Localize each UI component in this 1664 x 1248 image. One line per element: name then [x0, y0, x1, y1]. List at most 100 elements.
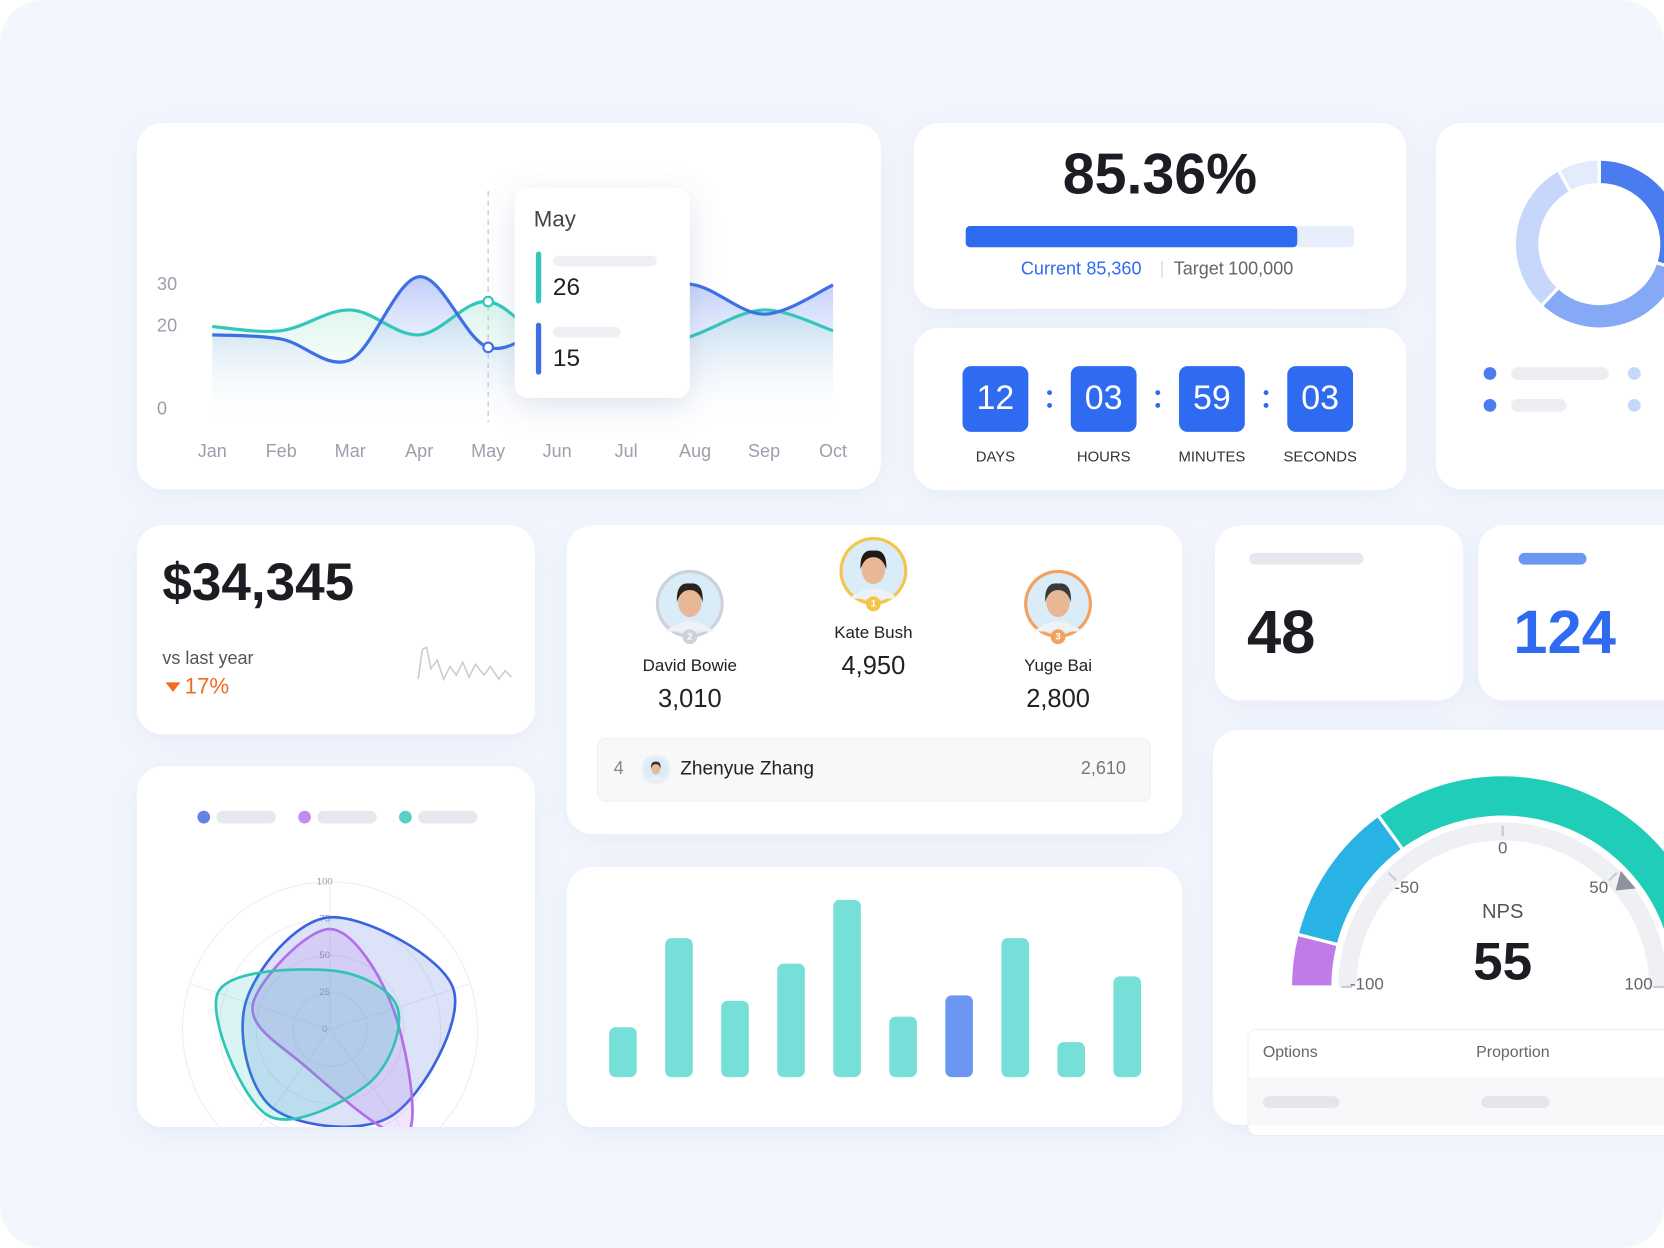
countdown-value: 03 [1301, 379, 1339, 417]
y-tick-label: 30 [157, 274, 177, 294]
options-table: Options Proportion [1247, 1028, 1664, 1137]
gauge-pointer [1615, 870, 1636, 891]
current-label: Current [1021, 258, 1081, 278]
row-rank: 4 [614, 758, 624, 778]
colon-dot [1263, 402, 1269, 408]
avatar-face [651, 763, 661, 775]
progress-fill [965, 226, 1298, 248]
line [212, 275, 834, 364]
player-name: David Bowie [643, 656, 737, 675]
spoke [329, 1029, 418, 1128]
avatar-hair [1045, 583, 1072, 603]
spoke [329, 983, 471, 1030]
placeholder-bar [1511, 367, 1609, 380]
avatar-hair [676, 583, 703, 603]
avatar-body [848, 588, 899, 599]
x-tick-label: Jan [198, 441, 227, 461]
trend-arrow [165, 682, 181, 692]
countdown-unit: SECONDS [1283, 449, 1357, 465]
progress: 85.36% Current 85,360 Target 100,000 [965, 142, 1355, 278]
rank: 1 [871, 598, 877, 609]
target-text: Target 100,000 [1174, 258, 1294, 278]
stat-value: 48 [1247, 598, 1315, 667]
y-tick-label: 0 [157, 398, 167, 418]
countdown-value: 03 [1085, 379, 1123, 417]
progress-card [913, 123, 1407, 309]
stat-card [1215, 525, 1464, 701]
placeholder-bar [1481, 1096, 1550, 1108]
comparison-label: vs last year [162, 648, 253, 668]
gauge-tick-label: -50 [1394, 878, 1419, 897]
legend-dot [1627, 367, 1641, 380]
gauge-tick [1387, 872, 1397, 882]
avatar-face [861, 554, 886, 585]
gauge-value: 55 [1473, 933, 1532, 992]
stat-card [1478, 525, 1664, 701]
current-text: Current 85,360 [1021, 258, 1142, 278]
legend-dot [1627, 399, 1641, 412]
revenue: $34,345 vs last year 17% [162, 553, 513, 699]
bar [1001, 938, 1029, 1078]
avatar-face [678, 587, 702, 618]
player-name: Yuge Bai [1024, 656, 1092, 675]
bar [889, 1016, 917, 1078]
placeholder-bar [317, 810, 377, 824]
gauge-card [1212, 730, 1664, 1125]
rank: 3 [1055, 631, 1060, 642]
player-name: Kate Bush [834, 623, 912, 642]
countdown-box [962, 366, 1029, 432]
placeholder-bar [552, 326, 621, 338]
legend-dot [1483, 367, 1497, 380]
table-header: Proportion [1476, 1044, 1549, 1061]
stats: 48 124 [1247, 552, 1616, 667]
placeholder-bar [418, 810, 478, 824]
rank-badge [1050, 629, 1066, 645]
tooltip-title: May [534, 207, 577, 232]
colon-dot [1047, 390, 1052, 396]
x-tick-label: Apr [405, 441, 433, 461]
radar-shape [251, 927, 414, 1128]
placeholder-bar [552, 255, 657, 267]
radar-card [136, 766, 535, 1128]
colon-dot [1155, 390, 1161, 396]
bar [1113, 976, 1142, 1078]
colon-dot [1047, 402, 1052, 408]
placeholder-bar [1262, 1096, 1340, 1108]
countdown-value: 12 [977, 379, 1015, 417]
countdown-box [1179, 366, 1245, 432]
x-tick-label: Oct [819, 441, 847, 461]
hover-point [482, 295, 494, 308]
gauge-tick-label: -100 [1350, 974, 1384, 993]
gauge-tick [1608, 872, 1618, 882]
gauge-chart: -100 -50 0 50 100 NPS 55 [1288, 773, 1664, 993]
colon-dot [1155, 402, 1161, 408]
change-value: 17% [185, 674, 230, 699]
bar-chart-card [566, 867, 1183, 1128]
tooltip-value: 15 [553, 345, 580, 372]
current-value: 85,360 [1086, 258, 1141, 278]
legend-dot [399, 810, 412, 824]
revenue-amount: $34,345 [162, 553, 354, 612]
countdown-box [1070, 366, 1137, 432]
gauge-tick-label: 0 [1498, 838, 1507, 857]
bar [609, 1027, 637, 1078]
placeholder-bar [1518, 552, 1587, 565]
countdown: 12 DAYS 03 HOURS 59 MINUTES 03 SECONDS [962, 366, 1357, 465]
placeholder-bar [216, 810, 276, 824]
x-tick-label: May [471, 441, 505, 461]
leaderboard: 2 David Bowie 3,010 1 Kate Bush 4,950 3 Yuge Ba… [596, 536, 1151, 802]
countdown-value: 59 [1193, 379, 1231, 417]
line-chart-card [136, 123, 881, 490]
countdown-unit: HOURS [1077, 449, 1131, 465]
countdown-unit: DAYS [976, 449, 1015, 465]
x-tick-label: Jun [543, 441, 572, 461]
colon-dot [1263, 390, 1269, 396]
radar-shape [214, 968, 401, 1121]
donut-slice [1597, 157, 1664, 273]
bar [945, 995, 973, 1078]
x-tick-label: Aug [679, 441, 711, 461]
row-name: Zhenyue Zhang [680, 758, 814, 779]
placeholder-bar [1511, 399, 1567, 412]
